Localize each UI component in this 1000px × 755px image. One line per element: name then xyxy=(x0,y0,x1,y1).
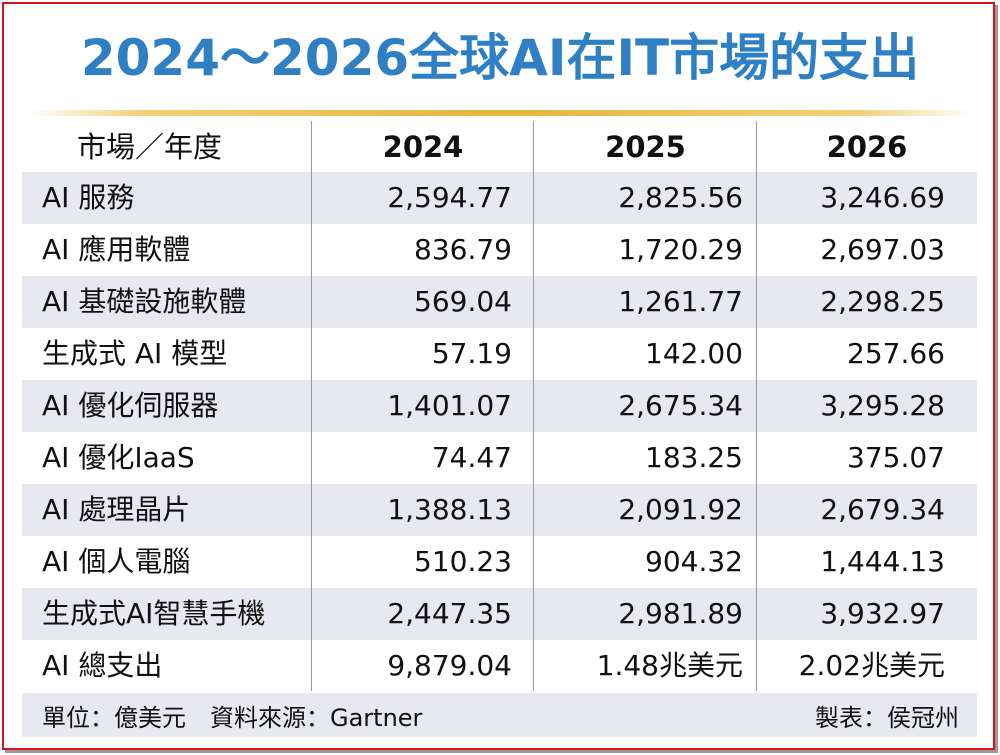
table-row: AI 個人電腦 510.23 904.32 1,444.13 xyxy=(22,536,977,588)
header-cell-2026: 2026 xyxy=(826,129,908,164)
value-cell-2024: 2,447.35 xyxy=(387,597,512,630)
source-note: 資料來源：Gartner xyxy=(210,703,423,732)
value-cell-2025: 2,675.34 xyxy=(618,389,743,422)
value-cell-2025: 2,825.56 xyxy=(618,181,743,214)
column-divider xyxy=(756,121,757,691)
value-cell-2026: 3,246.69 xyxy=(820,181,945,214)
column-divider xyxy=(533,121,534,691)
row-label: AI 個人電腦 xyxy=(42,545,191,578)
value-cell-2024: 57.19 xyxy=(431,337,512,370)
frame-shadow xyxy=(5,5,998,753)
value-cell-2026: 3,932.97 xyxy=(820,597,945,630)
table-row: AI 基礎設施軟體 569.04 1,261.77 2,298.25 xyxy=(22,276,977,328)
value-cell-2025: 904.32 xyxy=(645,545,743,578)
column-divider xyxy=(311,121,312,691)
value-cell-2024: 1,401.07 xyxy=(387,389,512,422)
value-cell-2025: 1,720.29 xyxy=(618,233,743,266)
footer-left: 單位：億美元 資料來源：Gartner xyxy=(42,698,422,733)
table-row: AI 處理晶片 1,388.13 2,091.92 2,679.34 xyxy=(22,484,977,536)
value-cell-2024: 569.04 xyxy=(414,285,512,318)
value-cell-2025: 183.25 xyxy=(645,441,743,474)
table-row: 生成式 AI 模型 57.19 142.00 257.66 xyxy=(22,328,977,380)
unit-note: 單位：億美元 xyxy=(42,703,186,732)
header-cell-category: 市場／年度 xyxy=(77,129,223,164)
value-cell-2026: 2.02兆美元 xyxy=(798,649,945,682)
row-label: AI 優化IaaS xyxy=(42,441,195,474)
value-cell-2024: 510.23 xyxy=(414,545,512,578)
value-cell-2026: 2,298.25 xyxy=(820,285,945,318)
row-label: AI 優化伺服器 xyxy=(42,389,219,422)
table-row: AI 優化伺服器 1,401.07 2,675.34 3,295.28 xyxy=(22,380,977,432)
value-cell-2025: 2,981.89 xyxy=(618,597,743,630)
header-cell-2024: 2024 xyxy=(382,129,464,164)
value-cell-2026: 3,295.28 xyxy=(820,389,945,422)
value-cell-2024: 836.79 xyxy=(414,233,512,266)
row-label: AI 應用軟體 xyxy=(42,233,191,266)
value-cell-2026: 2,697.03 xyxy=(820,233,945,266)
table-row: AI 服務 2,594.77 2,825.56 3,246.69 xyxy=(22,172,977,224)
table-row: AI 應用軟體 836.79 1,720.29 2,697.03 xyxy=(22,224,977,276)
row-label: AI 總支出 xyxy=(42,649,163,682)
value-cell-2024: 74.47 xyxy=(431,441,512,474)
value-cell-2025: 2,091.92 xyxy=(618,493,743,526)
data-table: 市場／年度 2024 2025 2026 AI 服務 2,594.77 2,825.… xyxy=(22,121,977,692)
header-cell-2025: 2025 xyxy=(605,129,686,164)
title-underline xyxy=(28,110,974,116)
row-label: 生成式AI智慧手機 xyxy=(42,597,266,630)
table-row: 生成式AI智慧手機 2,447.35 2,981.89 3,932.97 xyxy=(22,588,977,640)
credit-note: 製表：侯冠州 xyxy=(815,703,959,732)
value-cell-2024: 2,594.77 xyxy=(387,181,512,214)
row-label: AI 處理晶片 xyxy=(42,493,191,526)
value-cell-2026: 2,679.34 xyxy=(820,493,945,526)
table-header-row: 市場／年度 2024 2025 2026 xyxy=(22,121,977,172)
table-footer: 單位：億美元 資料來源：Gartner 製表：侯冠州 xyxy=(22,693,977,737)
value-cell-2026: 375.07 xyxy=(847,441,945,474)
table-row: AI 優化IaaS 74.47 183.25 375.07 xyxy=(22,432,977,484)
table-row: AI 總支出 9,879.04 1.48兆美元 2.02兆美元 xyxy=(22,640,977,692)
value-cell-2024: 1,388.13 xyxy=(387,493,512,526)
row-label: AI 服務 xyxy=(42,181,135,214)
value-cell-2024: 9,879.04 xyxy=(387,649,512,682)
value-cell-2025: 1,261.77 xyxy=(618,285,743,318)
row-label: AI 基礎設施軟體 xyxy=(42,285,247,318)
value-cell-2025: 142.00 xyxy=(645,337,743,370)
row-label: 生成式 AI 模型 xyxy=(42,337,228,370)
value-cell-2026: 1,444.13 xyxy=(820,545,945,578)
chart-title: 2024～2026全球AI在IT市場的支出 xyxy=(80,29,920,87)
value-cell-2026: 257.66 xyxy=(847,337,945,370)
value-cell-2025: 1.48兆美元 xyxy=(596,649,743,682)
